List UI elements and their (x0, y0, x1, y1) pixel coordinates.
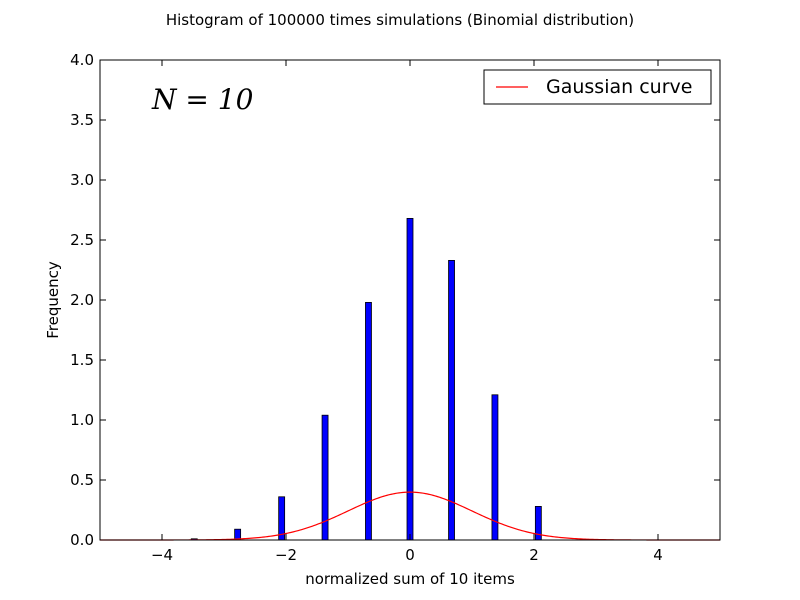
histogram-bar (365, 301, 372, 541)
y-tick-label: 3.0 (70, 171, 94, 189)
x-tick-label: −2 (275, 546, 297, 564)
y-tick-label: 3.5 (70, 111, 94, 129)
y-tick-label: 2.5 (70, 231, 94, 249)
x-tick-label: −4 (151, 546, 173, 564)
y-axis-label: Frequency (44, 261, 62, 339)
y-tick-label: 0.0 (70, 531, 94, 549)
x-tick-label: 4 (653, 546, 663, 564)
x-tick-label: 2 (529, 546, 539, 564)
legend-label: Gaussian curve (546, 76, 692, 98)
n-annotation: N = 10 (151, 83, 253, 116)
x-axis-label: normalized sum of 10 items (305, 570, 515, 588)
y-tick-label: 1.0 (70, 411, 94, 429)
chart-title: Histogram of 100000 times simulations (B… (166, 11, 634, 29)
y-tick-label: 0.5 (70, 471, 94, 489)
legend: Gaussian curve (483, 69, 712, 105)
histogram-bar (491, 394, 499, 541)
y-tick-label: 1.5 (70, 351, 94, 369)
histogram-bar (448, 259, 455, 541)
tick-group: −4 −2 0 2 4 0.0 0.5 1.0 1.5 2.0 2.5 3.0 3.5 4.0 (70, 51, 720, 564)
x-tick-label: 0 (405, 546, 415, 564)
y-tick-label: 4.0 (70, 51, 94, 69)
y-tick-label: 2.0 (70, 291, 94, 309)
